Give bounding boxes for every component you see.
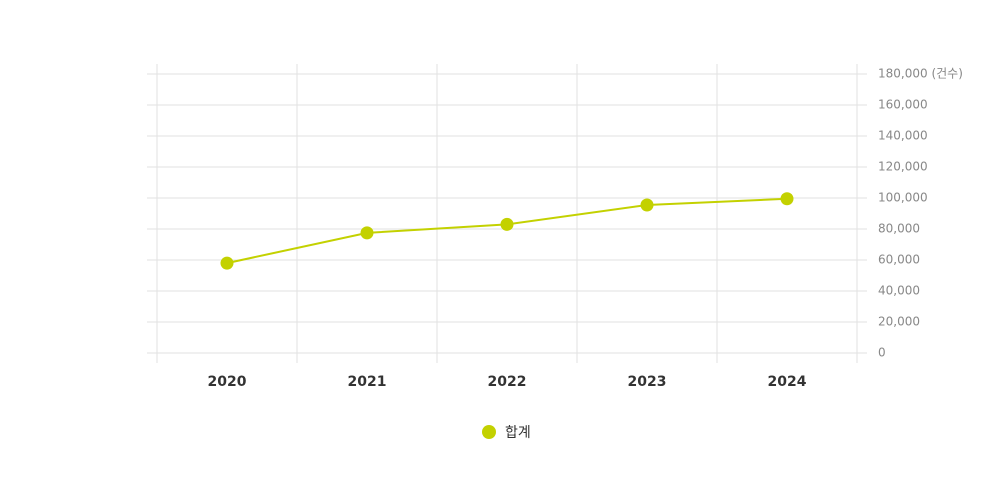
x-tick-label: 2020 [208, 374, 247, 390]
point [360, 226, 374, 240]
legend-marker [482, 425, 496, 439]
y-tick-label: 120,000 [878, 160, 928, 174]
y-tick-label: 20,000 [878, 315, 920, 329]
legend-label: 합계 [505, 425, 531, 441]
point [640, 198, 654, 212]
y-tick-label: 140,000 [878, 129, 928, 143]
line [226, 197, 788, 265]
x-tick-label: 2024 [768, 374, 807, 390]
y-tick-label: 100,000 [878, 191, 928, 205]
point [780, 192, 794, 206]
y-tick-label: 0 [878, 346, 886, 360]
x-tick-label: 2022 [488, 374, 527, 390]
point [220, 256, 234, 270]
y-tick-label: 40,000 [878, 284, 920, 298]
y-tick-label: 180,000 (건수) [878, 67, 963, 81]
y-tick-label: 60,000 [878, 253, 920, 267]
y-tick-label: 160,000 [878, 98, 928, 112]
point [500, 217, 514, 231]
x-tick-label: 2021 [348, 374, 387, 390]
x-tick-label: 2023 [628, 374, 667, 390]
y-tick-label: 80,000 [878, 222, 920, 236]
